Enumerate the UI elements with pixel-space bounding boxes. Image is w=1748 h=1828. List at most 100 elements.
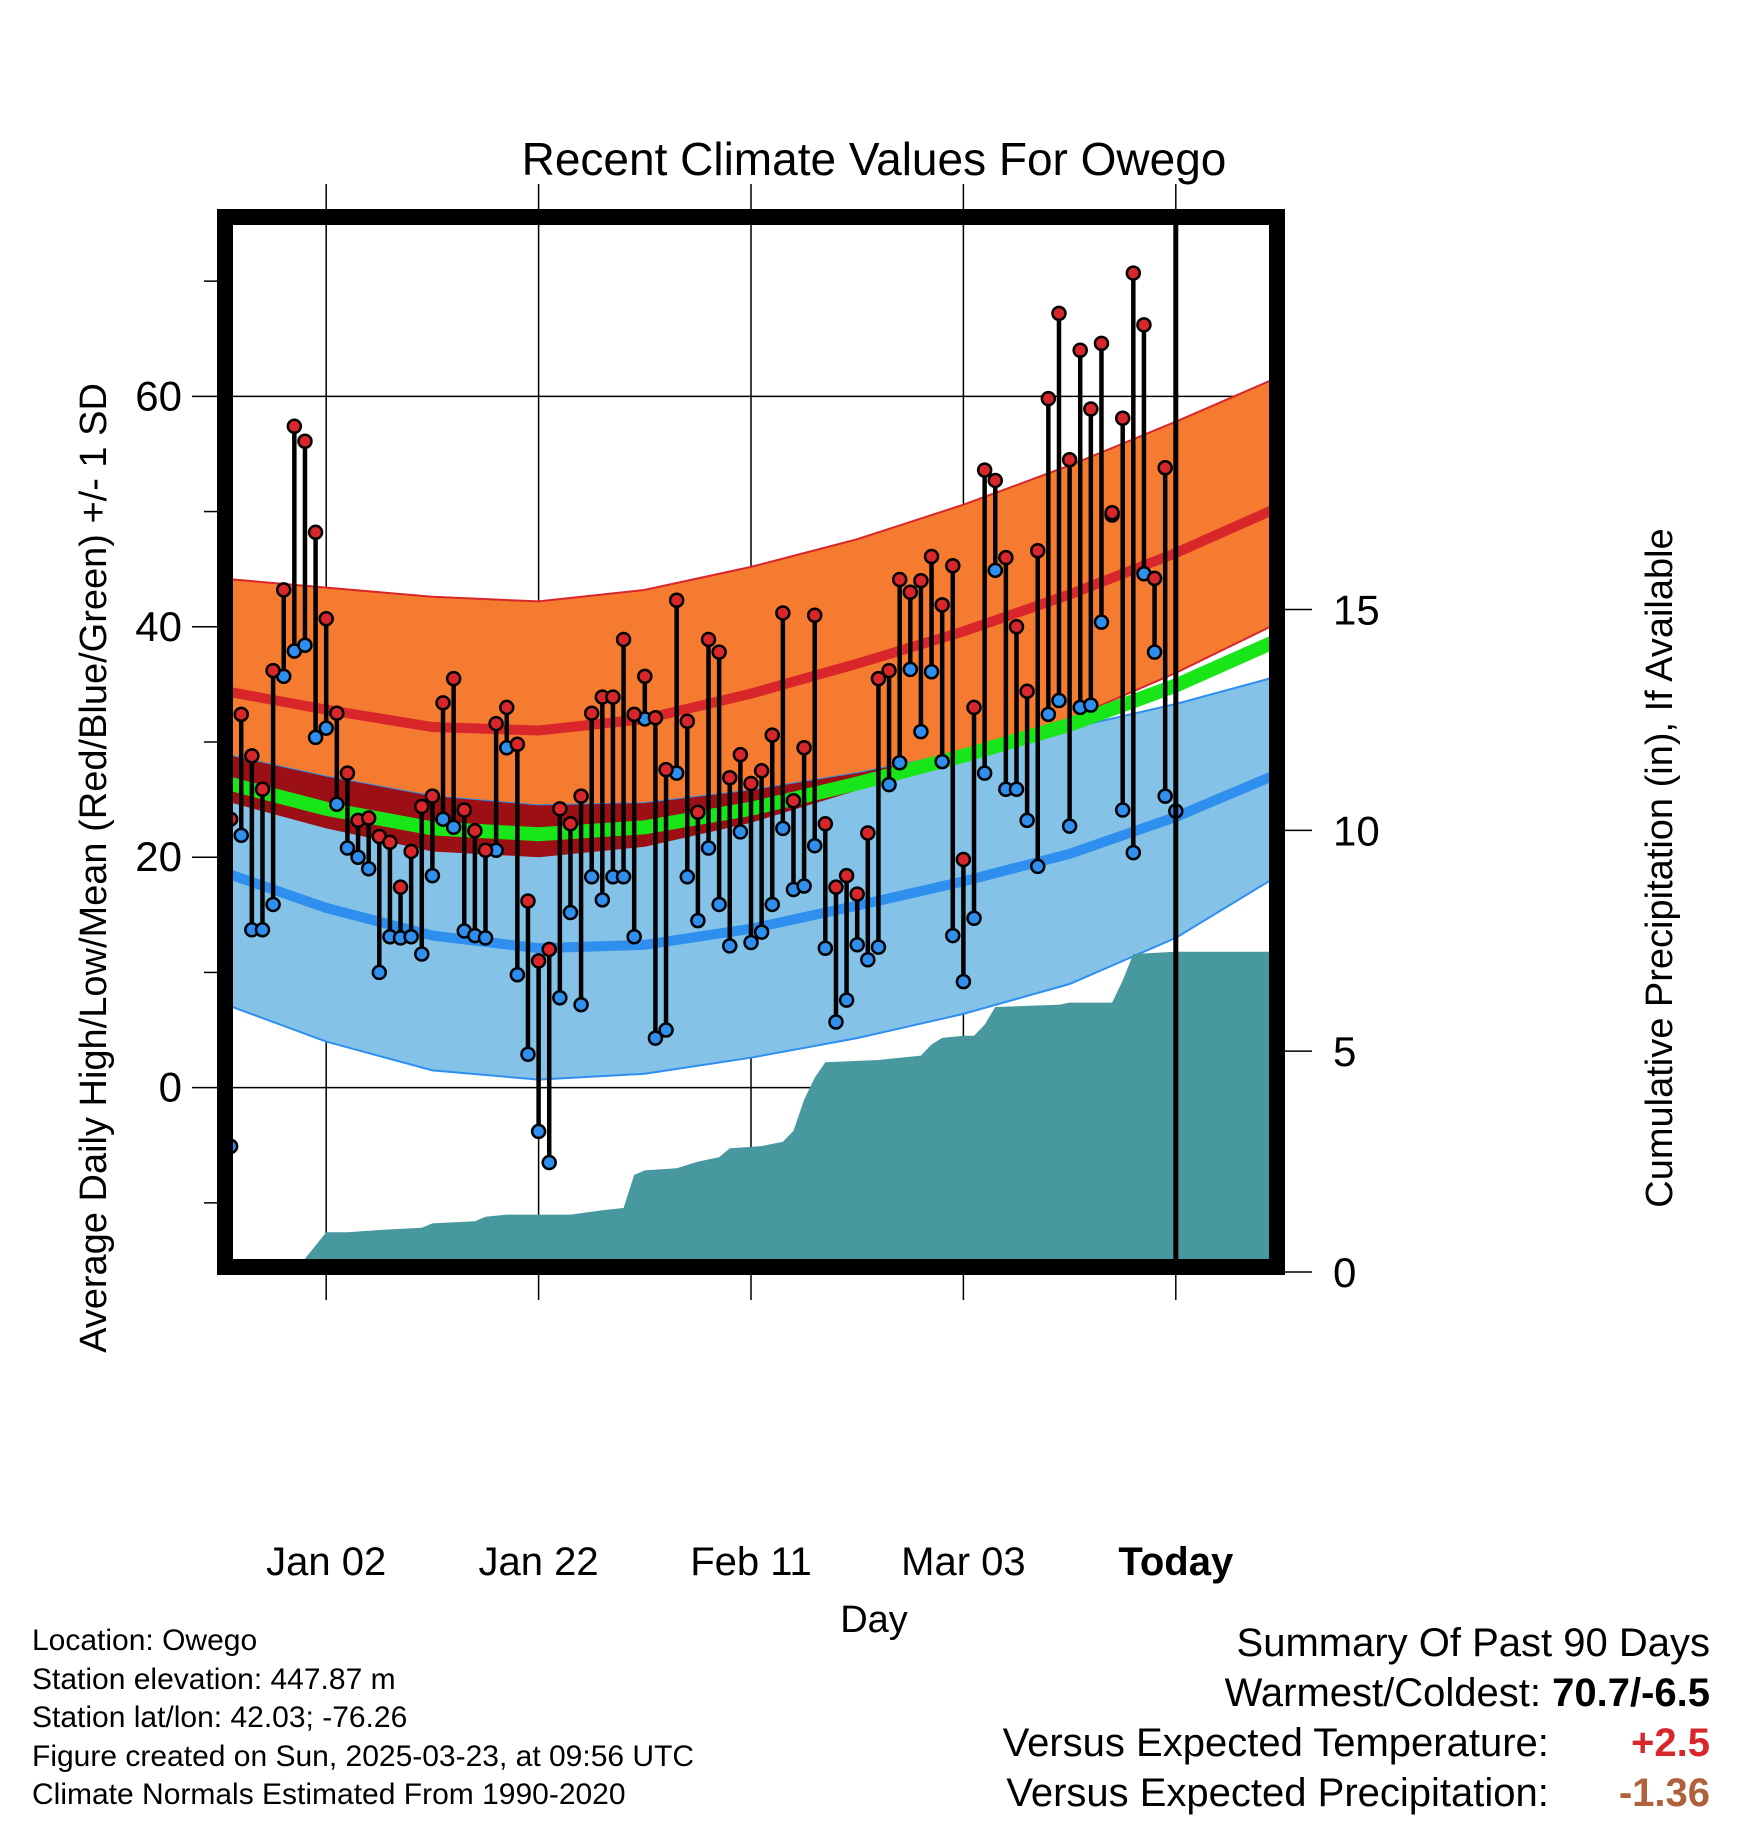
daily-high-point [1008, 619, 1025, 635]
daily-high-point [934, 597, 950, 613]
daily-high-point [647, 710, 664, 726]
daily-high-point [286, 418, 303, 435]
daily-high-point [329, 705, 345, 721]
daily-low-point [1157, 788, 1173, 804]
daily-low-point [1040, 706, 1057, 723]
daily-high-point [1125, 265, 1142, 281]
today-days-label: Days [1182, 1428, 1268, 1469]
daily-high-point [339, 765, 356, 781]
daily-low-point [350, 849, 366, 865]
daily-low-point [541, 1154, 557, 1171]
daily-high-point [392, 879, 409, 895]
daily-low-point [265, 896, 281, 913]
daily-low-point [414, 946, 430, 962]
warmest-value: 70.7/-6.5 [1552, 1671, 1710, 1715]
daily-low-point [732, 824, 749, 840]
daily-high-point [498, 699, 515, 716]
daily-high-point [254, 781, 271, 797]
daily-low-point [615, 869, 632, 885]
x-tick-label: Jan 02 [266, 1540, 386, 1584]
today-days-label: 90 [1182, 1382, 1222, 1423]
daily-low-point [339, 840, 356, 856]
daily-high-point [998, 549, 1014, 566]
daily-low-point [371, 964, 388, 981]
daily-low-point [520, 1046, 536, 1062]
daily-high-point [1083, 401, 1099, 417]
daily-high-point [775, 605, 791, 621]
daily-low-point [881, 776, 897, 793]
daily-high-point [711, 644, 727, 660]
daily-low-point [870, 939, 887, 955]
latlon-text: Station lat/lon: 42.03; -76.26 [32, 1701, 408, 1734]
daily-high-point [488, 715, 504, 732]
x-tick-label: Today [1118, 1540, 1234, 1584]
daily-low-point [360, 860, 377, 877]
daily-low-point [690, 912, 706, 929]
plot-content: 90 Days [220, 212, 1282, 1469]
daily-low-point [775, 820, 791, 837]
y-tick-label: 0 [159, 1064, 182, 1111]
daily-low-point [806, 837, 823, 854]
daily-high-point [626, 706, 642, 723]
daily-low-point [743, 934, 759, 951]
temp-row: Versus Expected Temperature: +2.5 [1003, 1718, 1710, 1768]
daily-low-point [934, 753, 950, 770]
daily-low-point [1061, 818, 1078, 834]
daily-high-point [1019, 683, 1035, 700]
daily-low-point [329, 796, 345, 812]
daily-low-point [913, 723, 929, 740]
precip-area [220, 951, 1282, 1272]
daily-low-point [764, 896, 780, 913]
daily-high-point [233, 706, 249, 723]
daily-high-point [753, 763, 770, 779]
daily-high-point [605, 689, 621, 705]
daily-high-point [764, 727, 780, 743]
daily-high-point [913, 572, 929, 589]
daily-low-point [966, 910, 982, 927]
daily-high-point [955, 851, 972, 868]
daily-high-point [456, 802, 473, 818]
y-axis-label: Average Daily High/Low/Mean (Red/Blue/Gr… [73, 383, 115, 1353]
daily-high-point [1157, 460, 1173, 476]
daily-high-point [658, 761, 674, 778]
daily-low-point [658, 1022, 674, 1038]
station-info: Location: Owego Station elevation: 447.8… [32, 1622, 694, 1815]
daily-high-point [1114, 410, 1131, 426]
daily-high-point [541, 941, 557, 958]
daily-high-point [509, 736, 526, 753]
plot-area: 90 Days [220, 212, 1282, 1469]
daily-low-point [424, 867, 441, 884]
daily-high-point [1061, 451, 1078, 468]
axes: Jan 02 Jan 22 Feb 11 Mar 03 Today 0 20 40 60 0 5 10… [135, 184, 1380, 1584]
x-axis-label: Day [840, 1599, 908, 1641]
daily-high-point [520, 893, 536, 909]
daily-low-point [860, 952, 876, 968]
daily-high-point [318, 610, 334, 627]
daily-high-point [668, 592, 685, 609]
precip-label: Versus Expected Precipitation: [1006, 1771, 1549, 1815]
daily-low-point [573, 996, 589, 1013]
daily-high-point [244, 748, 260, 764]
daily-low-point [817, 940, 834, 956]
daily-high-point [265, 662, 281, 679]
daily-high-point [902, 584, 919, 600]
x-tick-label: Jan 22 [479, 1540, 599, 1584]
daily-low-point [594, 892, 611, 908]
daily-high-point [732, 746, 749, 763]
normal-high-line [220, 501, 1282, 736]
daily-low-point [403, 928, 419, 945]
daily-high-point [806, 607, 823, 624]
daily-low-point [626, 928, 642, 945]
daily-high-point [414, 798, 430, 815]
summary-panel: Summary Of Past 90 Days Warmest/Coldest:… [1003, 1618, 1710, 1818]
precip-value: -1.36 [1618, 1771, 1710, 1815]
daily-low-point [552, 990, 568, 1006]
y2-tick-label: 5 [1333, 1028, 1356, 1075]
daily-high-point [615, 631, 632, 648]
daily-high-point [382, 834, 398, 850]
warmest-row: Warmest/Coldest: 70.7/-6.5 [1003, 1668, 1710, 1718]
precip-row: Versus Expected Precipitation: -1.36 [1003, 1768, 1710, 1818]
daily-high-point [467, 822, 483, 839]
daily-high-point [849, 886, 865, 902]
x-tick-label: Mar 03 [901, 1540, 1026, 1584]
